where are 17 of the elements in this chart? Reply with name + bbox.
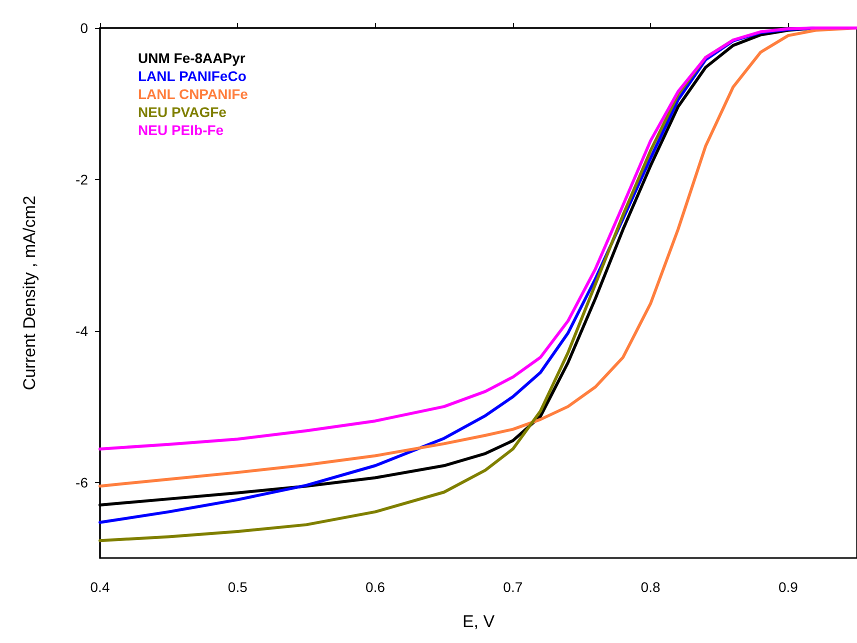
x-axis-title: E, V [462, 612, 496, 631]
x-tick-label: 0.9 [778, 579, 798, 595]
y-tick-label: -2 [76, 171, 88, 188]
text: NEU PEIb-Fe [138, 122, 224, 138]
y-tick-label: -4 [76, 322, 88, 339]
y-tick-label: -6 [76, 474, 88, 490]
text: LANL PANIFeCo [138, 68, 246, 84]
x-tick-label: 0.4 [90, 579, 110, 595]
x-tick-label: 0.6 [366, 579, 386, 595]
x-tick-label: 0.7 [503, 579, 523, 595]
text: NEU PVAGFe [138, 104, 227, 120]
x-tick-label: 0.5 [228, 579, 248, 595]
text: LANL CNPANIFe [138, 86, 248, 102]
y-axis-title: Current Density , mA/cm2 [20, 196, 39, 390]
y-tick-label: 0 [80, 20, 88, 36]
x-tick-label: 0.8 [640, 579, 660, 595]
text: UNM Fe-8AAPyr [138, 50, 246, 66]
